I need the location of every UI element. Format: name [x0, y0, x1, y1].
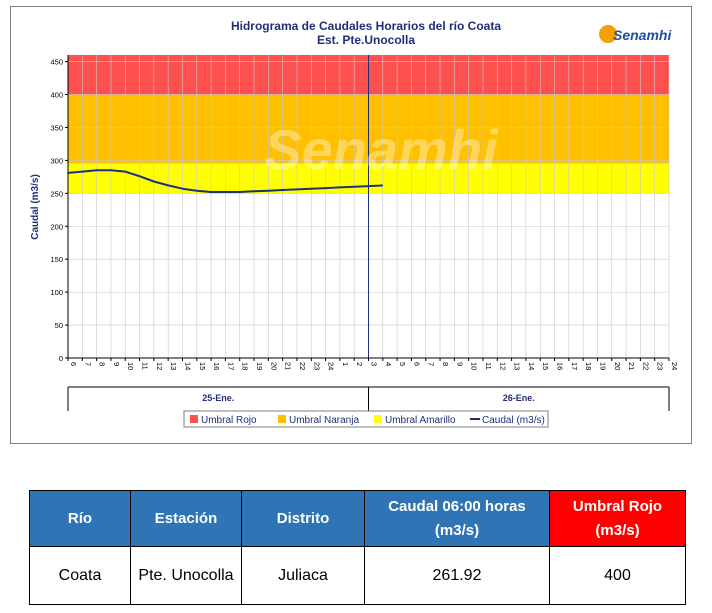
x-tick-label: 2	[355, 362, 364, 366]
x-tick-label: 8	[441, 362, 450, 366]
cell-umbral-rojo: 400	[549, 546, 686, 605]
x-tick-label: 13	[513, 362, 522, 370]
legend-swatch	[374, 415, 382, 423]
data-table: Río Estación Distrito Caudal 06:00 horas…	[29, 490, 686, 605]
legend-swatch	[190, 415, 198, 423]
x-tick-label: 12	[498, 362, 507, 370]
day-label: 26-Ene.	[503, 393, 535, 403]
x-tick-label: 19	[598, 362, 607, 370]
y-tick-label: 450	[50, 58, 63, 67]
chart-title: Hidrograma de Caudales Horarios del río …	[231, 19, 501, 33]
header-caudal: Caudal 06:00 horas (m3/s)	[364, 490, 550, 547]
x-tick-label: 20	[613, 362, 622, 370]
x-tick-label: 3	[370, 362, 379, 366]
x-tick-label: 13	[169, 362, 178, 370]
y-tick-label: 300	[50, 156, 63, 165]
x-tick-label: 20	[269, 362, 278, 370]
x-tick-label: 24	[327, 362, 336, 370]
chart-frame: Hidrograma de Caudales Horarios del río …	[10, 6, 692, 444]
x-tick-label: 9	[112, 362, 121, 366]
legend-swatch	[278, 415, 286, 423]
x-tick-label: 8	[98, 362, 107, 366]
header-distrito: Distrito	[241, 490, 365, 547]
x-tick-label: 16	[212, 362, 221, 370]
cell-estacion: Pte. Unocolla	[130, 546, 242, 605]
x-tick-label: 23	[656, 362, 665, 370]
x-tick-label: 1	[341, 362, 350, 366]
x-tick-label: 7	[83, 362, 92, 366]
day-label: 25-Ene.	[202, 393, 234, 403]
y-tick-label: 50	[55, 321, 63, 330]
y-tick-label: 0	[59, 354, 63, 363]
cell-rio: Coata	[29, 546, 131, 605]
x-tick-label: 4	[384, 362, 393, 366]
x-tick-label: 16	[556, 362, 565, 370]
watermark: Senamhi	[264, 118, 499, 181]
x-tick-label: 15	[541, 362, 550, 370]
x-tick-label: 9	[455, 362, 464, 366]
header-umbral-rojo: Umbral Rojo (m3/s)	[549, 490, 686, 547]
x-tick-label: 5	[398, 362, 407, 366]
cell-caudal: 261.92	[364, 546, 550, 605]
x-tick-label: 11	[484, 362, 493, 370]
logo-sun-icon	[599, 25, 617, 43]
senamhi-logo: Senamhi	[599, 25, 672, 43]
legend-label: Umbral Amarillo	[385, 415, 456, 426]
legend-label: Umbral Rojo	[201, 415, 257, 426]
x-tick-label: 10	[126, 362, 135, 370]
x-tick-label: 6	[69, 362, 78, 366]
legend-label: Umbral Naranja	[289, 415, 359, 426]
header-rio: Río	[29, 490, 131, 547]
x-tick-label: 17	[226, 362, 235, 370]
x-tick-label: 18	[241, 362, 250, 370]
x-tick-label: 15	[198, 362, 207, 370]
table-header-row: Río Estación Distrito Caudal 06:00 horas…	[29, 490, 686, 547]
x-tick-label: 24	[670, 362, 679, 370]
x-tick-label: 14	[183, 362, 192, 370]
x-tick-label: 6	[412, 362, 421, 366]
x-tick-label: 21	[284, 362, 293, 370]
y-tick-label: 350	[50, 123, 63, 132]
table-row: Coata Pte. Unocolla Juliaca 261.92 400	[29, 546, 686, 605]
logo-text: Senamhi	[613, 27, 672, 43]
header-estacion: Estación	[130, 490, 242, 547]
x-tick-label: 22	[641, 362, 650, 370]
legend-label: Caudal (m3/s)	[482, 415, 545, 426]
x-tick-label: 10	[470, 362, 479, 370]
hydrograph-chart: Hidrograma de Caudales Horarios del río …	[30, 19, 679, 428]
x-tick-label: 14	[527, 362, 536, 370]
y-axis-label: Caudal (m3/s)	[30, 174, 41, 240]
y-tick-label: 100	[50, 288, 63, 297]
x-tick-label: 12	[155, 362, 164, 370]
x-tick-label: 23	[312, 362, 321, 370]
y-tick-label: 200	[50, 222, 63, 231]
cell-distrito: Juliaca	[241, 546, 365, 605]
x-tick-label: 19	[255, 362, 264, 370]
x-tick-label: 22	[298, 362, 307, 370]
x-tick-label: 17	[570, 362, 579, 370]
x-tick-label: 11	[141, 362, 150, 370]
y-tick-label: 400	[50, 91, 63, 100]
x-tick-label: 21	[627, 362, 636, 370]
x-tick-label: 7	[427, 362, 436, 366]
series-line-caudal	[67, 169, 383, 193]
x-tick-label: 18	[584, 362, 593, 370]
y-tick-label: 150	[50, 255, 63, 264]
legend-box	[183, 410, 549, 428]
chart-subtitle: Est. Pte.Unocolla	[317, 33, 415, 47]
y-tick-label: 250	[50, 189, 63, 198]
